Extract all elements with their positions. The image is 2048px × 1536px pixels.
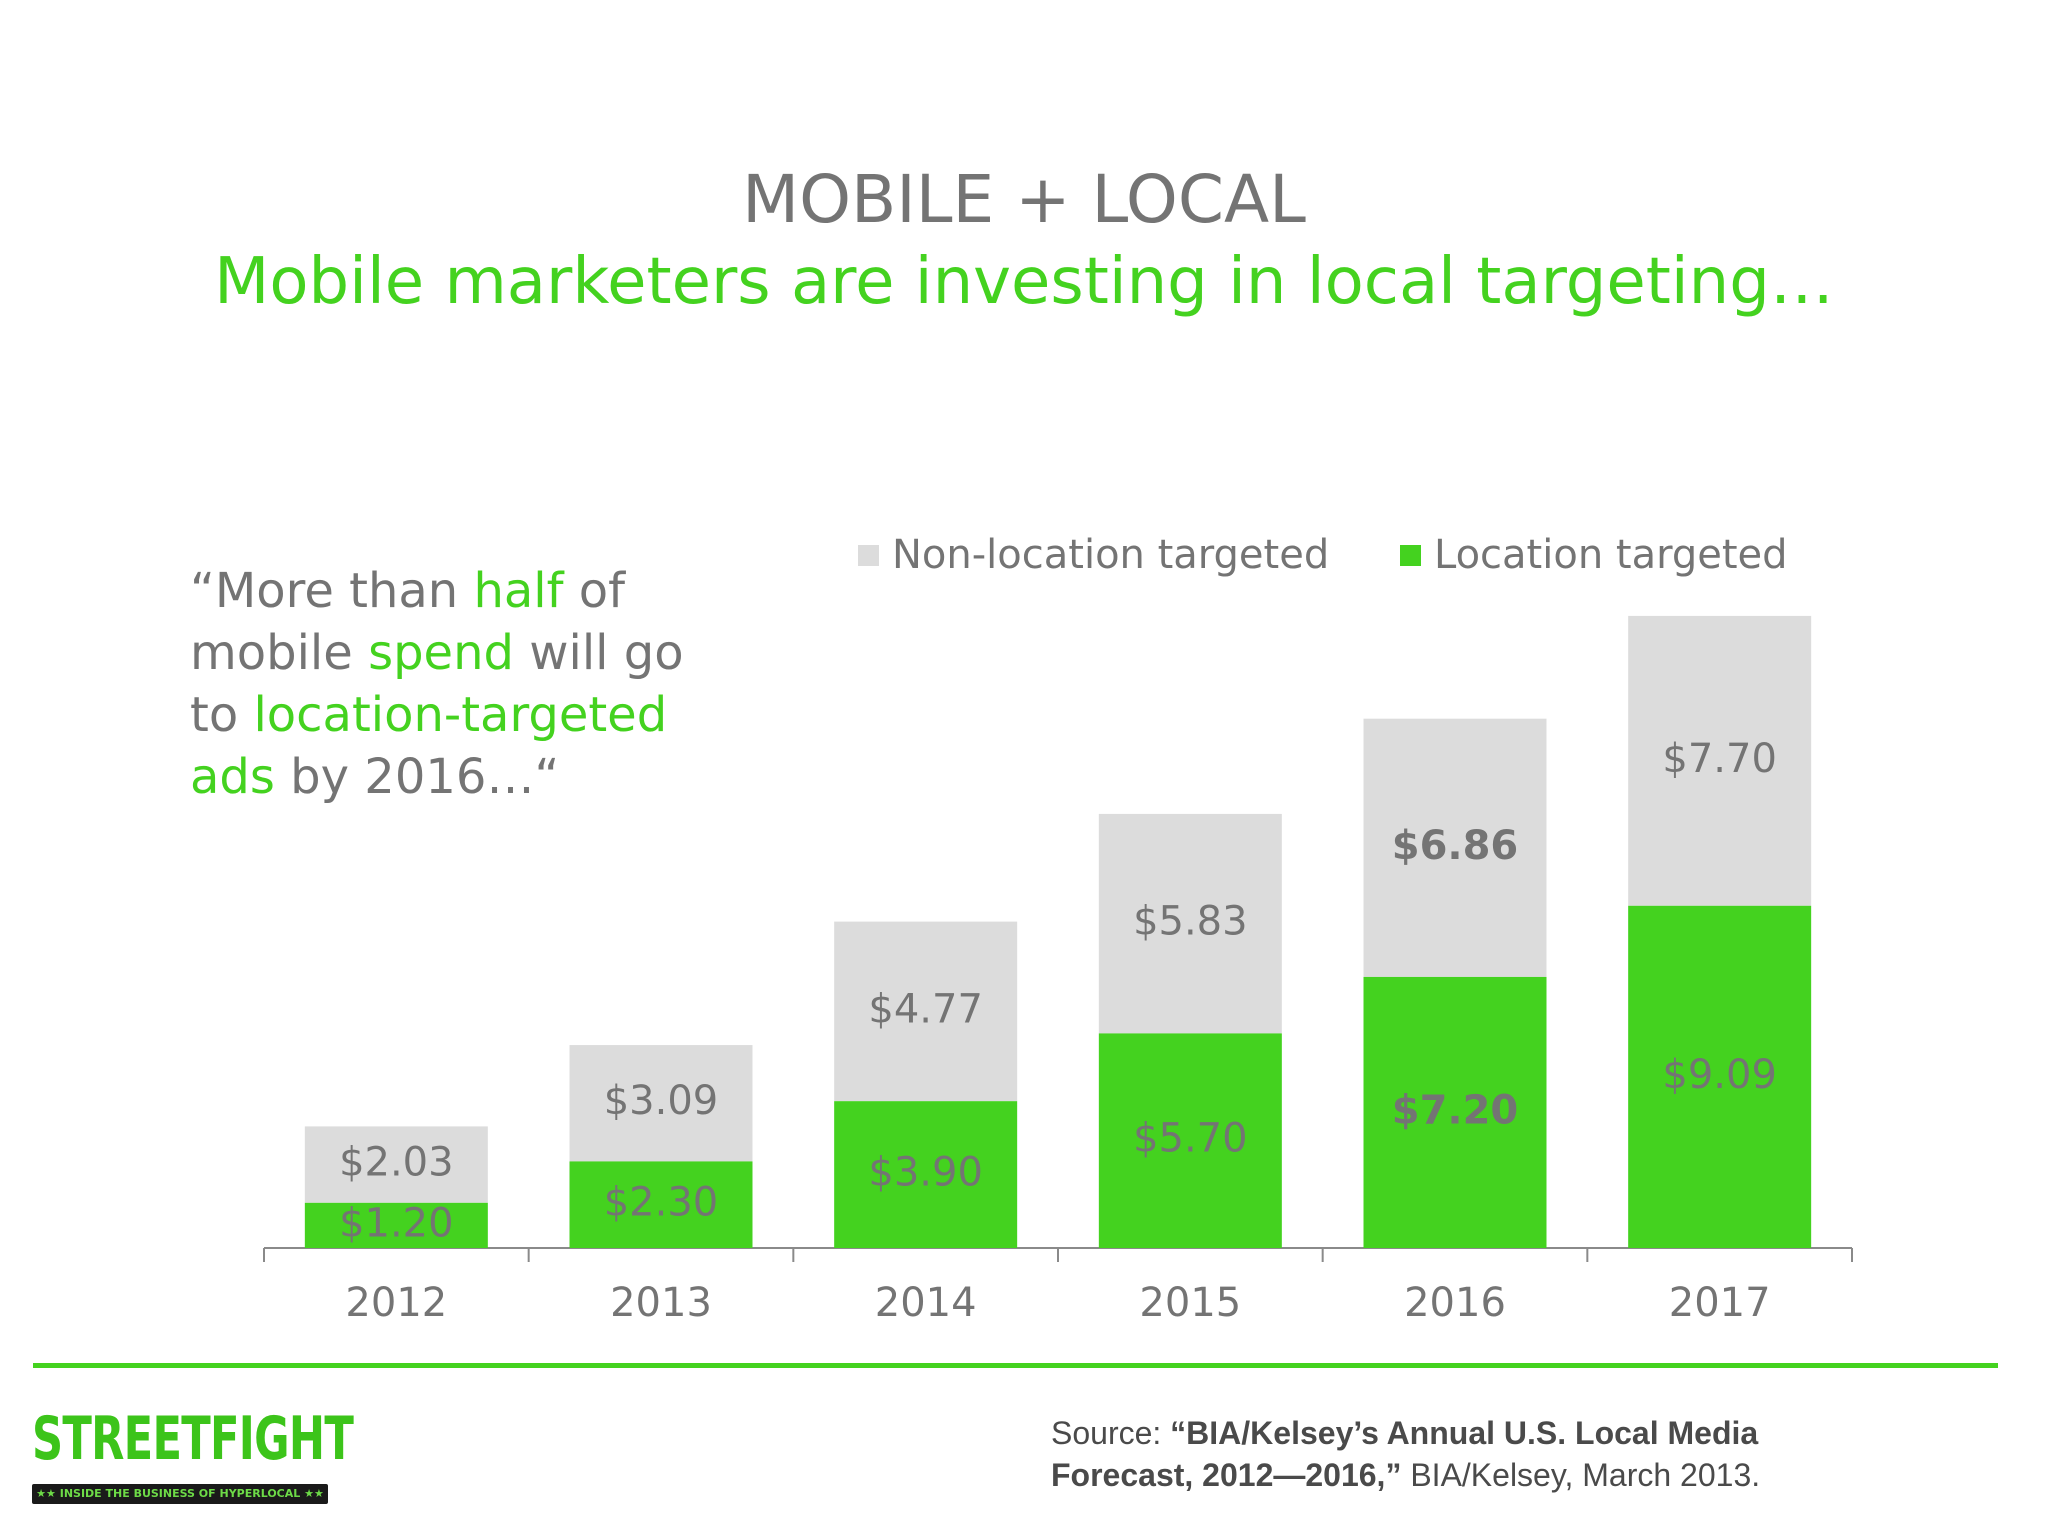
bar-non-location-2015 — [1098, 813, 1282, 1034]
bar-non-location-2017 — [1628, 615, 1812, 906]
footer-divider — [33, 1363, 1998, 1368]
data-label-non-location-2017: $7.70 — [1662, 736, 1777, 782]
logo-wordmark: STREETFIGHT — [32, 1404, 354, 1474]
legend-swatch — [1400, 545, 1421, 566]
bar-non-location-2012 — [304, 1126, 488, 1203]
logo-tagline-bar: ★★ INSIDE THE BUSINESS OF HYPERLOCAL ★★ — [32, 1484, 328, 1504]
data-label-non-location-2016: $6.86 — [1392, 823, 1519, 869]
page-title: MOBILE + LOCAL — [742, 161, 1306, 238]
x-tick-label-2014: 2014 — [875, 1280, 977, 1326]
legend-swatch — [858, 545, 879, 566]
data-label-location-2014: $3.90 — [868, 1150, 983, 1196]
data-label-non-location-2013: $3.09 — [604, 1078, 719, 1124]
bar-non-location-2014 — [834, 921, 1018, 1102]
bar-location-2016 — [1363, 976, 1547, 1248]
bar-location-2017 — [1628, 905, 1812, 1248]
data-label-location-2017: $9.09 — [1662, 1052, 1777, 1098]
x-tick-label-2012: 2012 — [345, 1280, 447, 1326]
data-label-non-location-2015: $5.83 — [1133, 899, 1248, 945]
source-publisher: BIA/Kelsey, March 2013. — [1401, 1457, 1761, 1493]
quote-part: “More than — [190, 563, 474, 619]
source-title: “BIA/Kelsey’s Annual U.S. Local Media Fo… — [1051, 1415, 1759, 1493]
bar-location-2015 — [1098, 1033, 1282, 1248]
bar-location-2012 — [304, 1202, 488, 1248]
bar-non-location-2013 — [569, 1045, 753, 1162]
data-label-location-2012: $1.20 — [339, 1200, 454, 1246]
data-label-non-location-2012: $2.03 — [339, 1140, 454, 1186]
legend-label: Non-location targeted — [892, 532, 1329, 578]
data-label-location-2016: $7.20 — [1392, 1087, 1519, 1133]
bar-non-location-2016 — [1363, 718, 1547, 977]
x-tick-label-2016: 2016 — [1404, 1280, 1506, 1326]
data-label-location-2015: $5.70 — [1133, 1116, 1248, 1162]
source-label: Source: — [1051, 1415, 1171, 1451]
quote-highlight: spend — [368, 625, 514, 681]
x-tick-label-2013: 2013 — [610, 1280, 712, 1326]
page-subtitle: Mobile marketers are investing in local … — [214, 245, 1834, 319]
x-tick-label-2015: 2015 — [1139, 1280, 1241, 1326]
bar-location-2013 — [569, 1161, 753, 1248]
quote-highlight: half — [473, 563, 564, 619]
data-label-location-2013: $2.30 — [604, 1180, 719, 1226]
x-tick-label-2017: 2017 — [1669, 1280, 1771, 1326]
stacked-bar-chart: $2.03 $1.20 2012 $3.09 $2.30 2013 $4.77 $3.90 20… — [263, 532, 1853, 1326]
legend-label: Location targeted — [1434, 532, 1788, 578]
quote-part: by 2016…“ — [274, 749, 560, 805]
pull-quote: “More than half of mobile spend will go … — [190, 560, 710, 808]
bar-location-2014 — [834, 1101, 1018, 1248]
logo-tagline: ★★ INSIDE THE BUSINESS OF HYPERLOCAL ★★ — [36, 1487, 324, 1500]
quote-highlight: location-targeted ads — [190, 687, 668, 805]
data-label-non-location-2014: $4.77 — [868, 986, 983, 1032]
quote-part: will go to — [190, 625, 684, 743]
quote-part: of mobile — [190, 563, 626, 681]
streetfight-logo: STREETFIGHT ★★ INSIDE THE BUSINESS OF HY… — [32, 1402, 354, 1506]
source-citation: Source: “BIA/Kelsey’s Annual U.S. Local … — [1051, 1412, 1841, 1496]
